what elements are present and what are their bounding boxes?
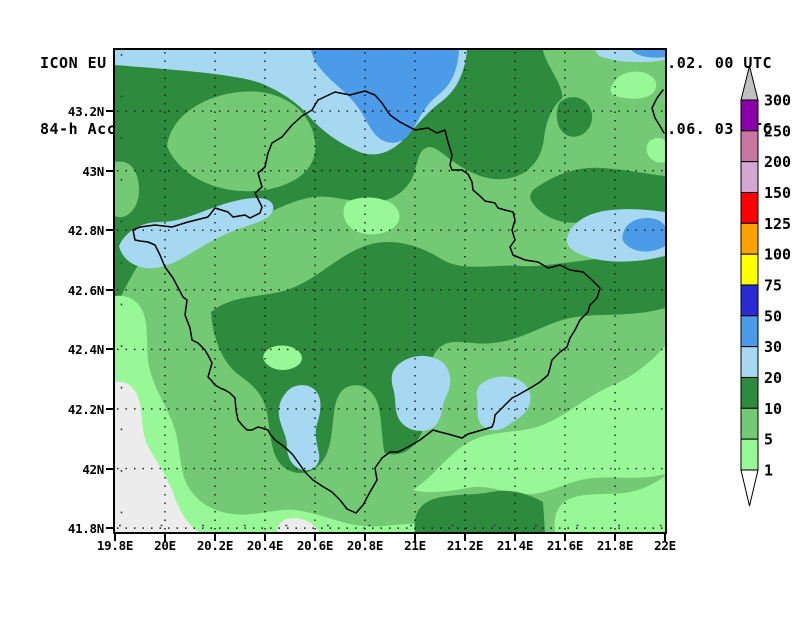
colorbar-level-label: 100: [764, 246, 791, 264]
region-1-5mm-center-spot: [343, 197, 400, 235]
lon-tick-label: 19.8E: [96, 538, 134, 553]
colorbar-level-label: 150: [764, 184, 791, 202]
lon-tick: [264, 533, 266, 541]
colorbar-segment: [740, 222, 759, 255]
colorbar-segment: [740, 376, 759, 409]
lat-tick-label: 42.6N: [67, 282, 104, 298]
lon-tick: [564, 533, 566, 541]
lon-tick: [364, 533, 366, 541]
region-10-20mm-central: [211, 241, 665, 474]
lat-tick-label: 41.8N: [67, 521, 104, 537]
colorbar-above-max-triangle: [740, 65, 759, 101]
region-20-30mm-south1: [278, 385, 321, 471]
lon-tick-label: 20.4E: [246, 538, 284, 553]
lat-tick-label: 42.8N: [67, 223, 104, 239]
lon-tick: [164, 533, 166, 541]
region-1-5mm-se-corner: [554, 476, 665, 532]
colorbar-level-label: 75: [764, 276, 782, 294]
region-below-1mm-sw: [115, 381, 199, 532]
lat-tick-label: 43N: [82, 163, 104, 179]
region-5-10mm-wedge-south1: [345, 385, 415, 507]
lat-tick: [106, 407, 115, 410]
lat-tick-label: 42.2N: [67, 401, 104, 417]
grid-lines: [117, 52, 663, 530]
lat-tick: [106, 169, 115, 172]
lon-tick-label: 21.2E: [446, 538, 484, 553]
lat-tick-label: 43.2N: [67, 104, 104, 120]
colorbar-segment: [740, 346, 759, 378]
region-10-20mm-bottom-strip: [414, 490, 545, 532]
lon-tick-label: 21.6E: [546, 538, 584, 553]
colorbar-segment: [740, 161, 759, 193]
colorbar-level-label: 20: [764, 369, 782, 387]
lon-tick: [514, 533, 516, 541]
region-5-10mm-left-edge: [115, 161, 139, 218]
region-5-10mm-blob-nw: [167, 91, 316, 192]
colorbar-level-label: 50: [764, 307, 782, 325]
map-frame: [113, 48, 667, 534]
region-1-5mm-small-spot: [263, 345, 302, 370]
region-30-50mm-east-core: [622, 218, 665, 252]
lat-tick: [106, 110, 115, 113]
lon-tick-label: 21E: [404, 538, 426, 553]
region-1-5mm-ne-spot1: [610, 71, 657, 99]
lat-tick: [106, 288, 115, 291]
lat-tick: [106, 348, 115, 351]
lat-tick: [106, 527, 115, 530]
colorbar-level-label: 200: [764, 153, 791, 171]
colorbar-segment: [740, 99, 759, 132]
lon-tick: [314, 533, 316, 541]
colorbar-level-label: 1: [764, 461, 773, 479]
colorbar-segment: [740, 407, 759, 440]
region-10-20mm-east-band: [530, 167, 665, 223]
colorbar-level-label: 5: [764, 431, 773, 449]
lat-tick-label: 42.4N: [67, 342, 104, 358]
colorbar-segment: [740, 253, 759, 286]
country-borders: [132, 89, 665, 514]
region-10-20mm-ne-patch: [556, 97, 593, 137]
lon-tick: [664, 533, 666, 541]
lon-tick-label: 21.4E: [496, 538, 534, 553]
lon-tick: [464, 533, 466, 541]
region-1-5mm-southeast-band: [413, 346, 665, 495]
region-30-50mm-top-core: [311, 50, 459, 143]
lon-tick-label: 20E: [154, 538, 176, 553]
lon-tick-label: 20.8E: [346, 538, 384, 553]
colorbar-segment: [740, 130, 759, 163]
kosovo-border: [132, 90, 601, 514]
lat-tick: [106, 229, 115, 232]
colorbar-below-min-triangle: [740, 469, 759, 507]
colorbar: 300 250 200 150 125 100 75 50 30 20 10 5 1: [740, 65, 791, 507]
ne-border-segment: [651, 89, 665, 134]
lon-tick-label: 22E: [654, 538, 676, 553]
lon-tick: [114, 533, 116, 541]
lon-tick-label: 21.8E: [596, 538, 634, 553]
lon-tick: [414, 533, 416, 541]
lon-tick-label: 20.2E: [196, 538, 234, 553]
lon-tick: [214, 533, 216, 541]
lat-tick: [106, 467, 115, 470]
colorbar-level-label: 300: [764, 92, 791, 110]
lon-tick: [614, 533, 616, 541]
colorbar-segment: [740, 284, 759, 317]
region-1-5mm-ne-spot2: [646, 137, 665, 163]
colorbar-segment: [740, 315, 759, 348]
colorbar-level-label: 250: [764, 122, 791, 140]
colorbar-segment: [740, 191, 759, 224]
colorbar-level-label: 125: [764, 215, 791, 233]
colorbar-level-label: 10: [764, 400, 782, 418]
lat-tick-label: 42N: [82, 461, 104, 477]
region-20-30mm-south2: [391, 355, 451, 431]
colorbar-level-label: 30: [764, 338, 782, 356]
region-30-50mm-ne-corner: [631, 50, 665, 58]
contour-fills: [115, 50, 665, 532]
colorbar-segment: [740, 438, 759, 471]
precipitation-map: [115, 50, 665, 532]
lon-tick-label: 20.6E: [296, 538, 334, 553]
region-20-30mm-south3: [476, 376, 531, 431]
